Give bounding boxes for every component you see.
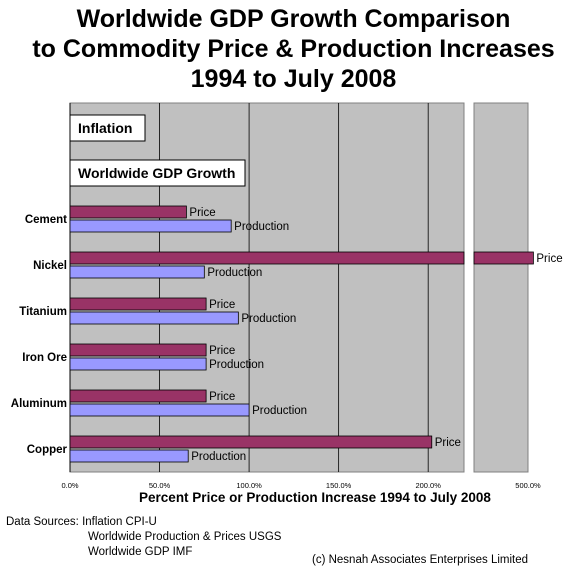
data-label-0-5: Price xyxy=(435,437,461,449)
plot-area-broken xyxy=(473,102,529,473)
bar-0-3 xyxy=(69,343,207,357)
bar-1-5 xyxy=(69,449,189,463)
bar-1-0 xyxy=(69,219,232,233)
sources-line-1: Data Sources: Inflation CPI-U xyxy=(6,516,157,528)
x-tick-label-5: 500.0% xyxy=(515,481,541,490)
x-axis-label: Percent Price or Production Increase 199… xyxy=(139,490,491,505)
x-tick-label-2: 100.0% xyxy=(236,481,262,490)
bar-0-0 xyxy=(69,205,187,219)
data-label-1-2: Production xyxy=(241,313,296,325)
x-tick-label-0: 0.0% xyxy=(61,481,78,490)
category-label-0: Cement xyxy=(25,214,67,226)
box-label-0: Inflation xyxy=(78,120,132,136)
category-label-1: Nickel xyxy=(33,260,67,272)
sources-line-3: Worldwide GDP IMF xyxy=(88,546,193,558)
data-label-0-0: Price xyxy=(189,207,215,219)
bar-0-4 xyxy=(69,389,207,403)
data-label-1-1: Production xyxy=(207,267,262,279)
bar-1-3 xyxy=(69,357,207,371)
x-tick-label-4: 200.0% xyxy=(415,481,441,490)
category-label-4: Aluminum xyxy=(11,398,67,410)
title-line-3: 1994 to July 2008 xyxy=(190,65,397,93)
data-label-0-3: Price xyxy=(209,345,235,357)
bar-0-5 xyxy=(69,435,433,449)
category-label-5: Copper xyxy=(27,444,68,456)
box-1 xyxy=(69,159,246,187)
title-line-1: Worldwide GDP Growth Comparison xyxy=(76,5,511,33)
chart-title: Worldwide GDP Growth Comparison to Commo… xyxy=(0,4,587,94)
bar-ext-0-1 xyxy=(473,251,534,265)
bar-1-4 xyxy=(69,403,250,417)
x-tick-label-1: 50.0% xyxy=(149,481,171,490)
bar-1-2 xyxy=(69,311,239,325)
category-label-2: Titanium xyxy=(19,306,67,318)
data-label-0-4: Price xyxy=(209,391,235,403)
x-tick-label-3: 150.0% xyxy=(326,481,352,490)
copyright-credit: (c) Nesnah Associates Enterprises Limite… xyxy=(312,554,529,566)
data-label-1-3: Production xyxy=(209,359,264,371)
title-line-2: to Commodity Price & Production Increase… xyxy=(32,35,555,63)
data-label-0-2: Price xyxy=(209,299,235,311)
bar-0-2 xyxy=(69,297,207,311)
data-label-1-4: Production xyxy=(252,405,307,417)
sources-line-2: Worldwide Production & Prices USGS xyxy=(88,531,282,543)
data-label-1-5: Production xyxy=(191,451,246,463)
bar-0-1 xyxy=(69,251,465,265)
data-label-1-0: Production xyxy=(234,221,289,233)
category-label-3: Iron Ore xyxy=(22,352,67,364)
box-label-1: Worldwide GDP Growth xyxy=(78,165,235,181)
box-0 xyxy=(69,114,146,142)
bar-1-1 xyxy=(69,265,205,279)
data-label-0-1: Price xyxy=(536,253,562,265)
